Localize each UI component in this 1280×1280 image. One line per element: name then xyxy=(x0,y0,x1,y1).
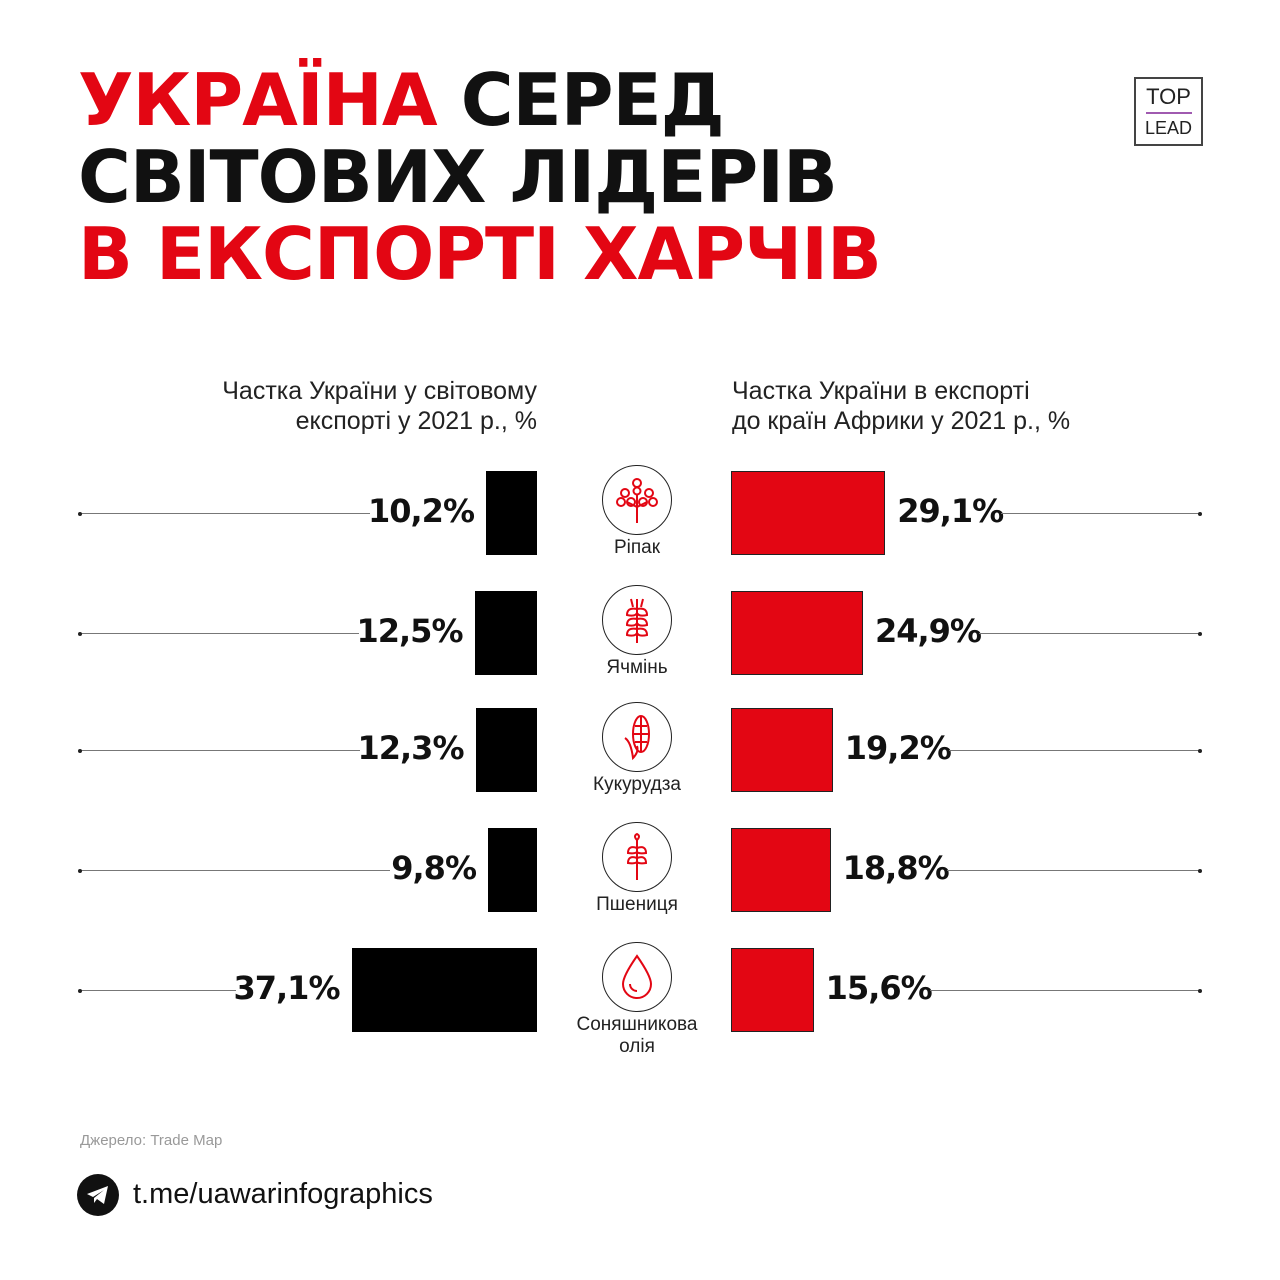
category-label: Пшениця xyxy=(596,894,678,915)
left-leader-dot xyxy=(78,511,82,516)
left-leader-dot xyxy=(78,748,82,753)
left-bar xyxy=(351,948,537,1032)
left-leader-dot xyxy=(78,988,82,993)
page-title: УКРАЇНА СЕРЕД СВІТОВИХ ЛІДЕРІВ В ЕКСПОРТ… xyxy=(78,62,882,296)
right-header-line2: до країн Африки у 2021 р., % xyxy=(732,407,1071,435)
right-leader-line xyxy=(946,870,1200,871)
logo-bottom: LEAD xyxy=(1144,118,1193,138)
left-value-label: 9,8% xyxy=(391,849,477,887)
left-value-label: 37,1% xyxy=(233,969,340,1007)
rapeseed-icon xyxy=(602,465,672,535)
barley-icon xyxy=(602,585,672,655)
left-header-line1: Частка України у світовому xyxy=(222,377,537,405)
title-ukraine: УКРАЇНА xyxy=(78,58,438,142)
right-leader-dot xyxy=(1198,631,1202,636)
right-value-label: 18,8% xyxy=(842,849,950,887)
left-bar xyxy=(474,591,537,675)
left-leader-dot xyxy=(78,631,82,636)
category-label: Кукурудза xyxy=(593,774,681,795)
title-line3: В ЕКСПОРТІ ХАРЧІВ xyxy=(78,212,882,296)
right-value-label: 15,6% xyxy=(825,969,933,1007)
title-line2: СВІТОВИХ ЛІДЕРІВ xyxy=(78,135,838,219)
telegram-link[interactable]: t.me/uawarinfographics xyxy=(133,1178,433,1210)
right-leader-dot xyxy=(1198,868,1202,873)
right-header-line1: Частка України в експорті xyxy=(732,377,1030,405)
category-label: Ячмінь xyxy=(606,657,668,678)
right-bar xyxy=(731,471,886,555)
corn-icon xyxy=(602,702,672,772)
wheat-icon xyxy=(602,822,672,892)
right-leader-dot xyxy=(1198,748,1202,753)
right-leader-dot xyxy=(1198,511,1202,516)
logo-divider xyxy=(1145,112,1192,114)
logo-top: TOP xyxy=(1146,84,1191,109)
right-leader-line xyxy=(978,633,1200,634)
left-leader-line xyxy=(80,990,236,991)
left-bar xyxy=(488,828,537,912)
left-value-label: 12,5% xyxy=(356,612,463,650)
left-header-line2: експорті у 2021 р., % xyxy=(295,407,537,435)
right-bar xyxy=(731,591,863,675)
left-series-header: Частка України у світовому експорті у 20… xyxy=(222,376,537,436)
right-value-label: 19,2% xyxy=(844,729,952,767)
left-bar xyxy=(486,471,537,555)
oil-drop-icon xyxy=(602,942,672,1012)
right-series-header: Частка України в експорті до країн Африк… xyxy=(732,376,1070,436)
left-value-label: 12,3% xyxy=(357,729,464,767)
telegram-icon[interactable] xyxy=(77,1174,119,1216)
title-line1: СЕРЕД xyxy=(436,58,725,142)
left-bar xyxy=(475,708,537,792)
left-leader-line xyxy=(80,633,359,634)
right-leader-dot xyxy=(1198,988,1202,993)
category-label: Ріпак xyxy=(613,537,661,558)
right-value-label: 24,9% xyxy=(874,612,982,650)
left-value-label: 10,2% xyxy=(367,492,475,530)
right-leader-line xyxy=(1001,513,1200,514)
source-text: Джерело: Trade Map xyxy=(80,1132,223,1149)
right-bar xyxy=(731,708,833,792)
right-leader-line xyxy=(948,750,1200,751)
right-bar xyxy=(731,948,814,1032)
right-value-label: 29,1% xyxy=(897,492,1004,530)
left-leader-line xyxy=(80,870,390,871)
left-leader-line xyxy=(80,513,370,514)
category-label: Соняшникова олія xyxy=(576,1014,698,1057)
toplead-logo: TOP LEAD xyxy=(1134,77,1203,146)
right-leader-line xyxy=(929,990,1200,991)
right-bar xyxy=(731,828,831,912)
left-leader-line xyxy=(80,750,360,751)
left-leader-dot xyxy=(78,868,82,873)
